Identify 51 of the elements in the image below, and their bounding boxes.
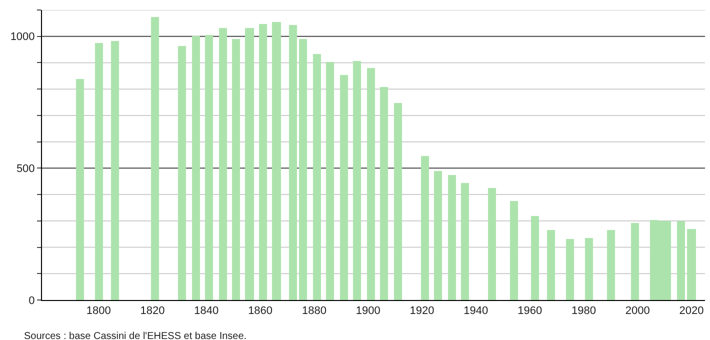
- bar: [272, 22, 281, 300]
- bar: [192, 36, 200, 300]
- bar: [111, 41, 119, 300]
- x-tick-label: 1880: [302, 305, 326, 318]
- x-tick-label: 2020: [679, 305, 704, 318]
- y-tick-label: 500: [16, 163, 35, 176]
- bar: [687, 229, 696, 300]
- bar: [76, 79, 84, 300]
- source-note: Sources : base Cassini de l'EHESS et base Insee.: [24, 331, 247, 340]
- bar: [219, 28, 227, 300]
- bar: [547, 230, 555, 300]
- bar: [434, 171, 442, 300]
- bar: [531, 216, 539, 300]
- y-tick-label: 1000: [10, 31, 35, 44]
- y-tick-label: 0: [28, 294, 35, 307]
- bar: [340, 75, 348, 300]
- bar: [380, 87, 388, 300]
- bar: [394, 103, 402, 300]
- bar: [566, 239, 574, 300]
- x-tick-label: 1980: [571, 305, 596, 318]
- bar: [367, 68, 375, 300]
- bar: [232, 39, 240, 300]
- bar: [461, 183, 469, 300]
- bar: [205, 35, 213, 300]
- bar: [299, 39, 307, 300]
- x-tick-label: 1960: [518, 305, 542, 318]
- bar: [631, 223, 639, 300]
- bar: [151, 17, 159, 300]
- bar: [421, 156, 429, 300]
- bar: [289, 25, 297, 300]
- bar: [353, 61, 361, 300]
- x-tick-label: 2000: [625, 305, 650, 318]
- x-tick-label: 1860: [248, 305, 273, 318]
- bar: [326, 62, 334, 300]
- bar: [677, 221, 685, 300]
- bar: [488, 188, 496, 300]
- x-tick-label: 1840: [194, 305, 219, 318]
- bar: [448, 175, 456, 300]
- x-tick-label: 1820: [140, 305, 165, 318]
- bar: [178, 46, 186, 300]
- x-tick-label: 1940: [464, 305, 488, 318]
- bar: [510, 201, 518, 300]
- bar: [95, 43, 103, 300]
- bar: [313, 54, 321, 300]
- x-tick-label: 1800: [86, 305, 111, 318]
- bar: [607, 230, 615, 300]
- bar: [259, 24, 267, 300]
- bar: [245, 28, 254, 300]
- x-tick-label: 1920: [410, 305, 434, 318]
- bar: [585, 238, 593, 300]
- x-tick-label: 1900: [356, 305, 380, 318]
